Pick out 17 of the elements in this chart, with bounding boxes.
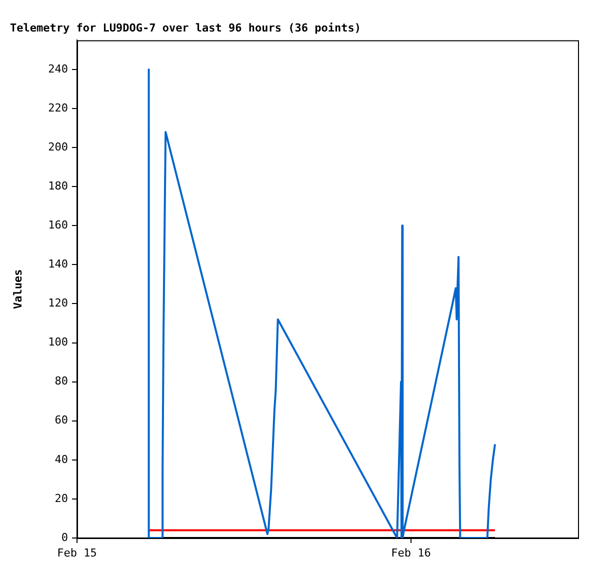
y-tick-label: 140 bbox=[48, 258, 68, 271]
y-tick-label: 20 bbox=[54, 492, 68, 505]
y-tick-label: 100 bbox=[48, 336, 68, 349]
y-tick-label: 0 bbox=[61, 530, 68, 544]
y-tick-label: 40 bbox=[54, 452, 68, 466]
y-axis-title: Values bbox=[11, 269, 24, 309]
chart-title: Telemetry for LU9DOG-7 over last 96 hours (36 points) bbox=[10, 21, 361, 34]
y-tick-label: 80 bbox=[54, 374, 68, 388]
y-tick-label: 60 bbox=[54, 414, 68, 427]
y-tick-label: 160 bbox=[48, 218, 68, 232]
x-tick-label: Feb 15 bbox=[57, 546, 97, 560]
y-tick-label: 220 bbox=[48, 101, 68, 114]
y-tick-label: 180 bbox=[48, 179, 68, 192]
x-tick-label: Feb 16 bbox=[391, 546, 431, 560]
y-tick-label: 240 bbox=[48, 62, 68, 76]
y-tick-label: 200 bbox=[48, 140, 68, 154]
y-tick-label: 120 bbox=[48, 296, 68, 310]
